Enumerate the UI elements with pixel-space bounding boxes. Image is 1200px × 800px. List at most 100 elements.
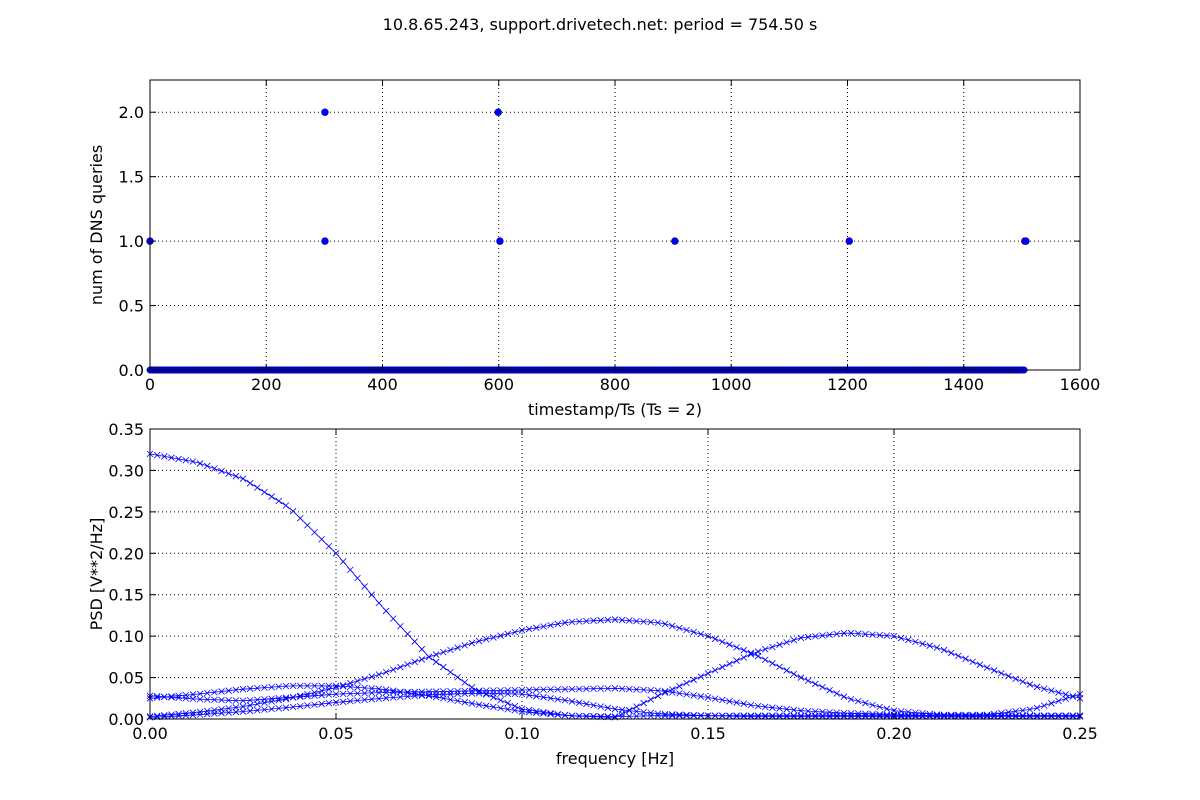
y-tick-label: 0.05 [108,669,144,688]
psd-marker [683,711,690,719]
psd-marker [332,690,340,698]
psd-marker [797,712,805,719]
psd-marker [683,679,690,687]
psd-marker [719,696,726,704]
psd-marker [296,692,304,700]
psd-marker [168,454,175,461]
psd-marker [382,689,390,696]
psd-marker [990,712,998,719]
psd-marker [282,502,290,509]
y-tick-label: 0.20 [108,544,144,563]
psd-marker [568,685,576,693]
psd-marker [196,695,204,703]
psd-marker [397,688,404,696]
psd-marker [690,711,697,719]
psd-marker [769,712,776,719]
psd-marker [368,695,376,703]
psd-marker [590,685,597,693]
psd-marker [282,694,290,701]
psd-marker [912,638,919,646]
psd-marker [561,619,569,626]
psd-marker [175,694,182,702]
psd-marker [654,687,662,694]
psd-marker [618,685,626,693]
psd-marker [676,624,683,632]
psd-marker [940,712,948,719]
psd-marker [475,637,483,645]
psd-marker [440,648,447,656]
psd-marker [626,707,633,714]
psd-marker [211,696,218,704]
psd-marker [447,696,454,703]
y-tick-label: 0.0 [119,361,144,380]
psd-marker [196,708,204,716]
psd-marker [533,686,540,694]
x-tick-label: 1600 [1060,375,1101,394]
psd-marker [518,708,526,715]
psd-marker [547,709,554,717]
psd-marker [447,646,454,654]
psd-marker [683,626,690,634]
psd-marker [640,686,647,694]
psd-marker [1048,712,1055,719]
psd-marker [812,708,819,715]
scatter-point [494,108,502,116]
psd-marker [597,703,604,710]
psd-marker [697,712,705,719]
psd-marker [1040,685,1048,693]
psd-marker [246,696,254,704]
psd-marker [719,712,726,720]
psd-marker [747,712,755,719]
x-tick-label: 0.10 [504,724,540,743]
x-tick-label: 600 [483,375,514,394]
psd-marker [311,689,318,696]
psd-marker [218,696,225,704]
psd-marker [511,707,519,714]
psd-marker [482,690,490,697]
psd-marker [740,712,748,719]
psd-marker [783,639,790,646]
psd-marker [368,673,376,680]
psd-marker [761,712,769,719]
psd-marker [246,479,254,487]
psd-marker [153,451,161,459]
x-tick-label: 1000 [711,375,752,394]
psd-marker [447,668,454,676]
psd-marker [289,703,297,711]
x-tick-label: 800 [600,375,631,394]
psd-marker [590,617,597,625]
psd-marker [432,658,440,666]
psd-marker [468,639,476,647]
psd-marker [311,701,318,709]
psd-marker [804,633,812,641]
psd-marker [869,631,876,638]
psd-marker [661,688,669,695]
psd-marker [604,713,612,720]
psd-marker [862,630,869,638]
psd-marker [804,712,812,719]
psd-marker [196,711,204,718]
psd-marker [525,625,533,633]
psd-marker [633,703,640,710]
psd-marker [690,628,697,636]
psd-marker [876,712,883,719]
psd-marker [1012,712,1019,719]
psd-marker [947,712,955,719]
psd-marker [1062,712,1069,719]
psd-marker [1040,712,1048,719]
scatter-axes: 0 200 400 600 800 1000 1200 1400 1600 0.0 0.5 1.0 1.… [87,79,1101,419]
psd-marker [354,697,361,704]
psd-marker [375,671,383,678]
psd-marker [254,696,261,704]
psd-marker [575,699,583,706]
scatter-point [671,237,679,245]
x-tick-label: 1200 [827,375,868,394]
psd-marker [776,712,783,719]
psd-marker [740,646,748,654]
psd-marker [411,638,418,645]
psd-marker [375,695,383,702]
psd-marker [533,709,540,717]
psd-marker [347,679,354,687]
psd-marker [633,712,640,720]
psd-marker [468,684,476,691]
